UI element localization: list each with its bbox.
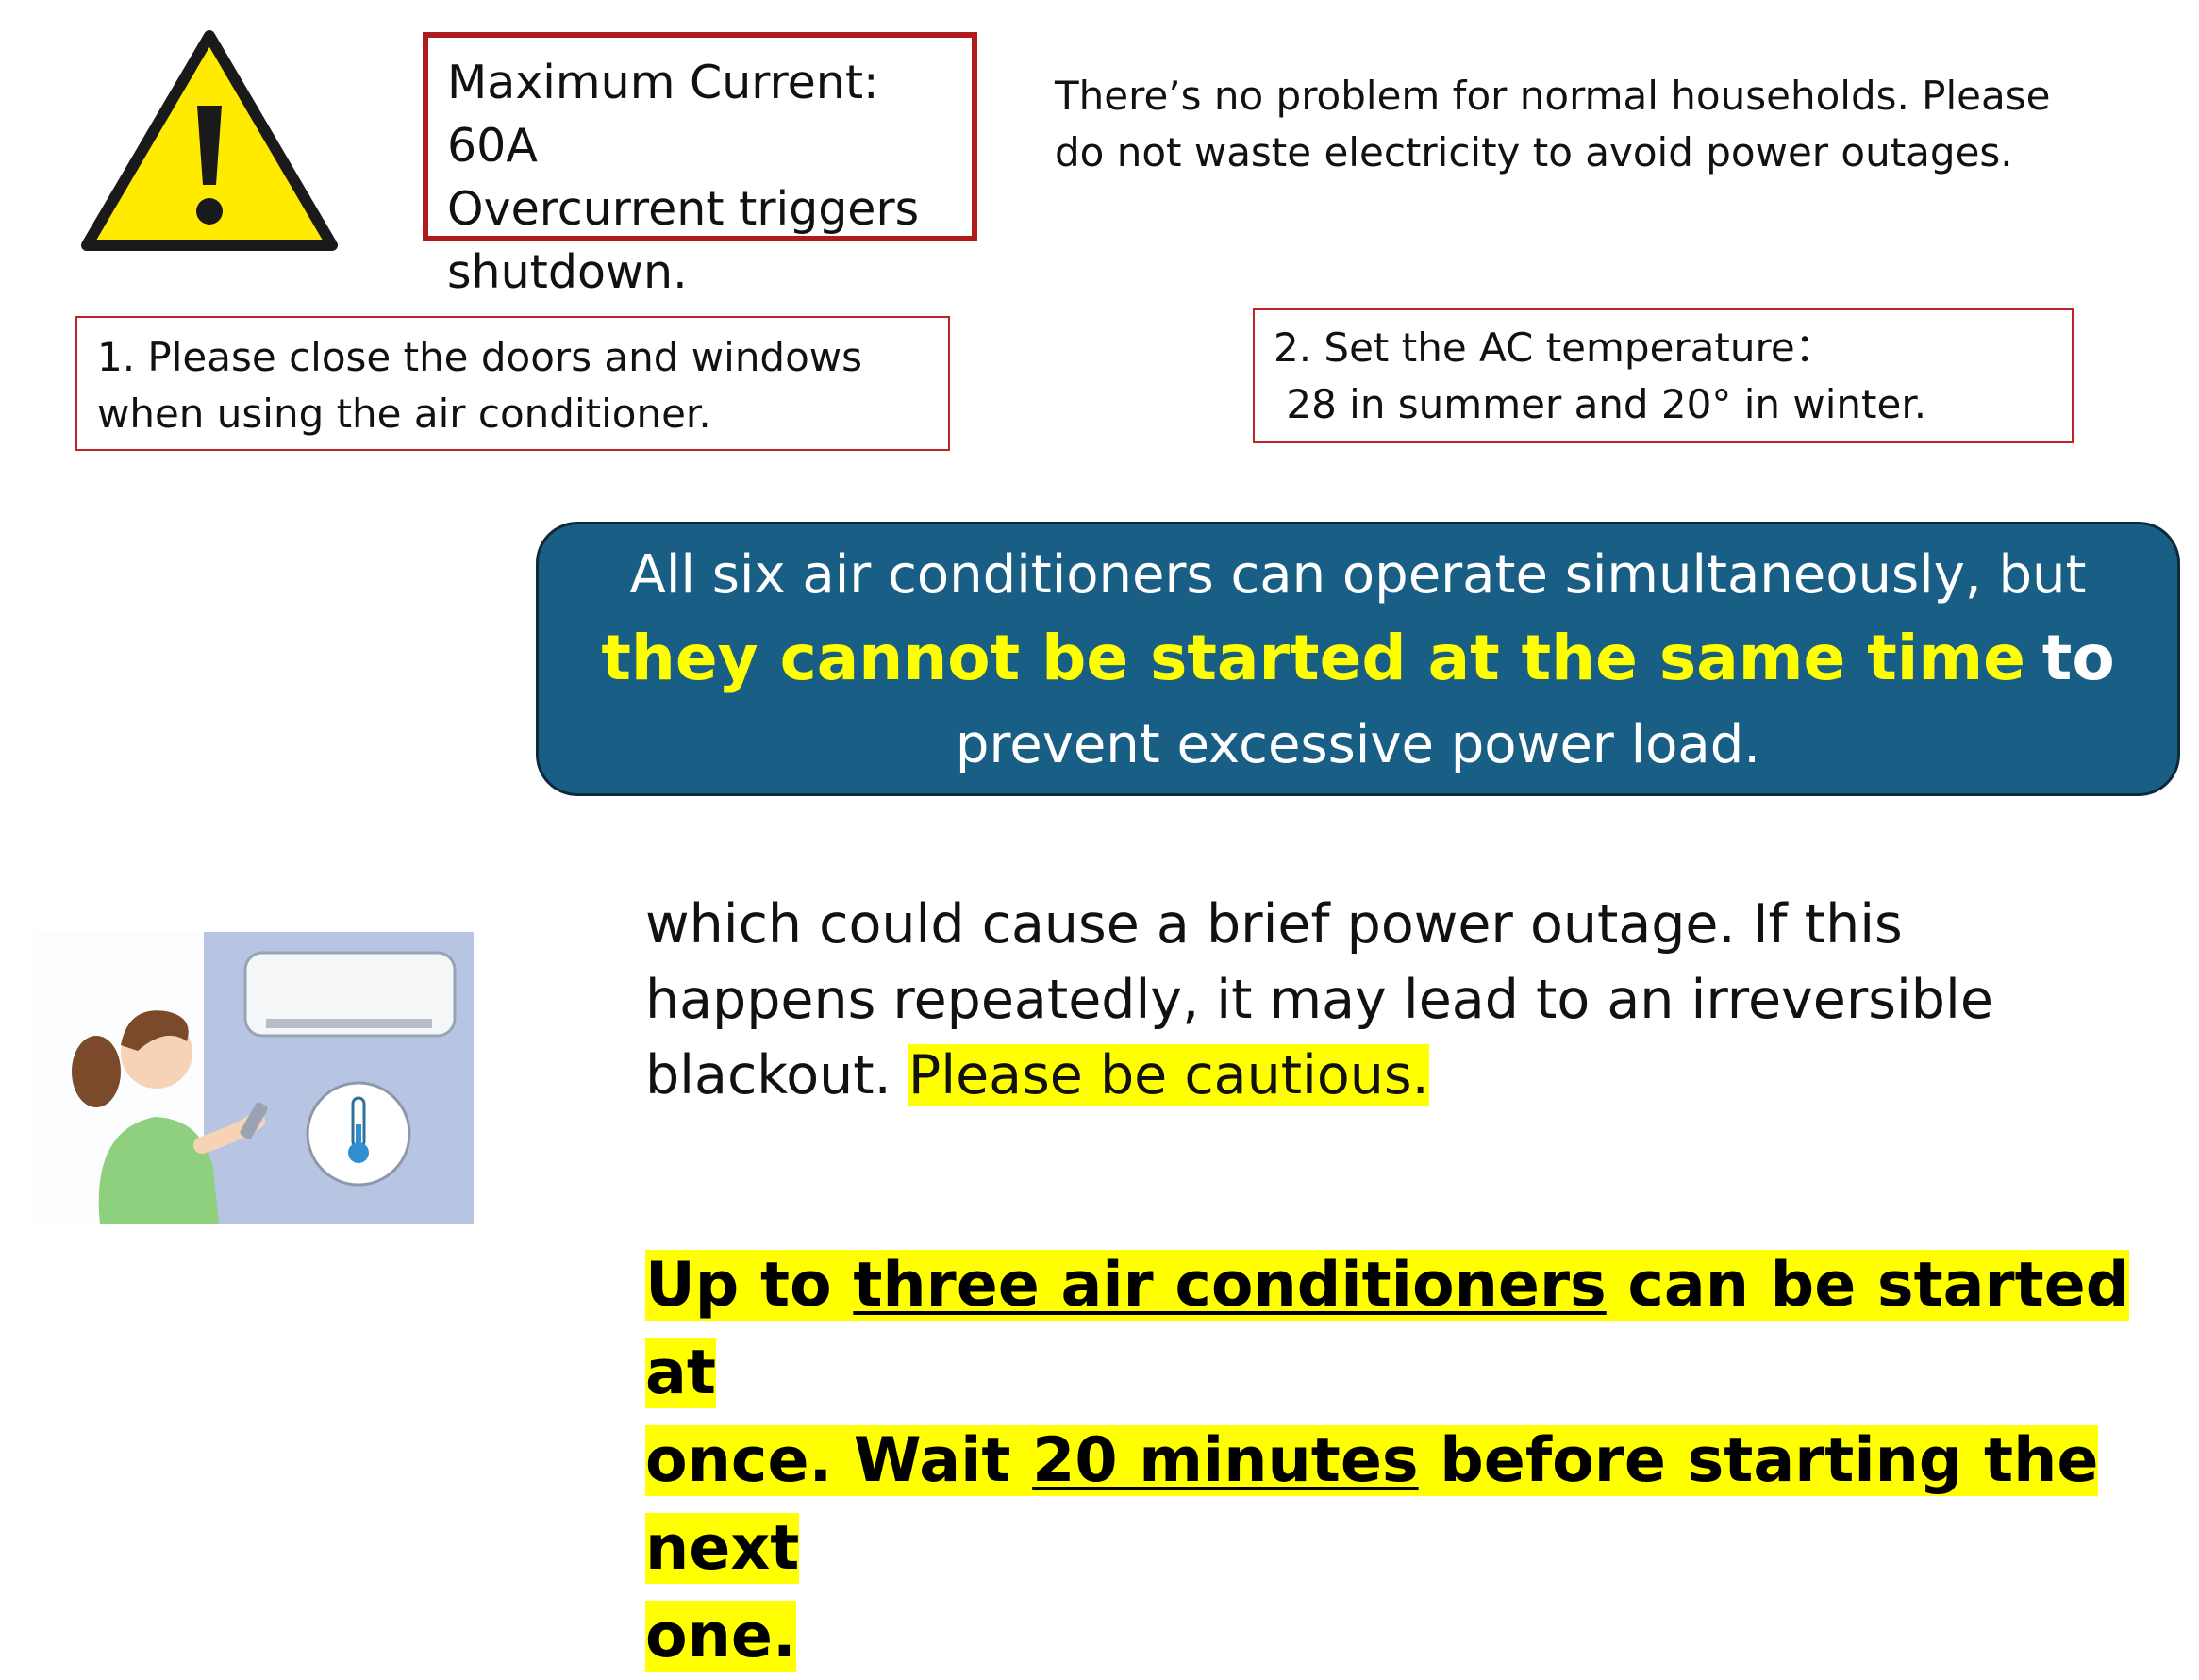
- outage-warning-text: which could cause a brief power outage. …: [645, 887, 2174, 1113]
- startup-line-1: Up to three air conditioners can be star…: [645, 1241, 2192, 1417]
- tip-close-doors-box: 1. Please close the doors and windows wh…: [75, 316, 950, 451]
- household-note: There’s no problem for normal households…: [1055, 68, 2187, 181]
- outage-line-3-prefix: blackout.: [645, 1044, 891, 1106]
- banner-bold-word: to: [2041, 622, 2115, 694]
- banner-line-3: prevent excessive power load.: [955, 714, 1761, 775]
- tip-1-line-2: when using the air conditioner.: [97, 391, 711, 437]
- current-box-line-1: Maximum Current: 60A: [447, 56, 879, 173]
- banner-highlight: they cannot be started at the same time: [601, 622, 2025, 694]
- three-air-conditioners-underline: three air conditioners: [853, 1250, 1607, 1321]
- startup-line-3: one.: [645, 1592, 2192, 1680]
- startup-part-1: Up to: [645, 1250, 832, 1321]
- tip-2-line-2: 28 in summer and 20° in winter.: [1274, 381, 1927, 427]
- simultaneous-operation-banner: All six air conditioners can operate sim…: [536, 522, 2180, 796]
- current-box-line-2: Overcurrent triggers: [447, 182, 920, 236]
- startup-part-5: one.: [645, 1601, 796, 1672]
- outage-line-2: happens repeatedly, it may lead to an ir…: [645, 969, 1993, 1031]
- startup-part-2: can be started at: [645, 1250, 2130, 1408]
- household-note-line-2: do not waste electricity to avoid power …: [1055, 129, 2013, 175]
- current-box-line-3: shutdown.: [447, 245, 688, 299]
- outage-line-3: blackout. Please be cautious.: [645, 1038, 2174, 1113]
- startup-line-2: once. Wait 20 minutes before starting th…: [645, 1417, 2192, 1592]
- tip-1-line-1: 1. Please close the doors and windows: [97, 334, 863, 380]
- twenty-minutes-underline: 20 minutes: [1032, 1425, 1419, 1496]
- banner-line-2: they cannot be started at the same time …: [539, 617, 2177, 704]
- startup-part-3: once. Wait: [645, 1425, 1011, 1496]
- banner-line-1: All six air conditioners can operate sim…: [629, 544, 2087, 606]
- please-be-cautious-highlight: Please be cautious.: [908, 1044, 1429, 1106]
- woman-adjusting-air-conditioner-illustration: [34, 932, 474, 1224]
- warning-triangle-icon: [81, 30, 338, 251]
- maximum-current-box: Maximum Current: 60A Overcurrent trigger…: [423, 32, 977, 299]
- household-note-line-1: There’s no problem for normal households…: [1055, 73, 2051, 119]
- tip-2-line-1: 2. Set the AC temperature：: [1274, 324, 1835, 371]
- tip-temperature-box: 2. Set the AC temperature： 28 in summer …: [1253, 308, 2074, 443]
- startup-instructions: Up to three air conditioners can be star…: [645, 1241, 2192, 1680]
- outage-line-1: which could cause a brief power outage. …: [645, 893, 1903, 956]
